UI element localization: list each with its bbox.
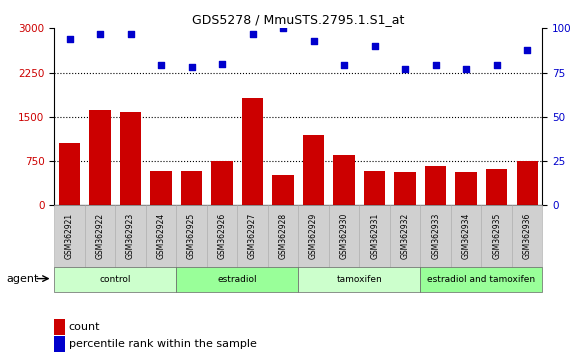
FancyBboxPatch shape (298, 205, 329, 267)
Bar (486, 169, 508, 205)
Text: GSM362935: GSM362935 (492, 213, 501, 259)
Point (248, 31, 257, 36)
Text: GSM362933: GSM362933 (431, 213, 440, 259)
Bar (120, 112, 141, 205)
Text: GSM362929: GSM362929 (309, 213, 318, 259)
Text: GSM362923: GSM362923 (126, 213, 135, 259)
Text: GSM362934: GSM362934 (462, 213, 471, 259)
FancyBboxPatch shape (115, 205, 146, 267)
FancyBboxPatch shape (207, 205, 238, 267)
FancyBboxPatch shape (298, 267, 420, 292)
FancyBboxPatch shape (329, 205, 359, 267)
Point (401, 66, 410, 72)
Bar (59, 143, 80, 205)
Point (370, 43, 379, 49)
Point (431, 63, 440, 68)
Point (492, 63, 501, 68)
Text: percentile rank within the sample: percentile rank within the sample (69, 339, 256, 349)
Bar (150, 171, 172, 205)
Text: GSM362925: GSM362925 (187, 213, 196, 259)
FancyBboxPatch shape (420, 267, 542, 292)
Point (279, 25, 288, 31)
Point (522, 47, 532, 52)
Text: GSM362927: GSM362927 (248, 213, 257, 259)
FancyBboxPatch shape (176, 205, 207, 267)
Text: GSM362926: GSM362926 (218, 213, 227, 259)
FancyBboxPatch shape (512, 205, 542, 267)
FancyBboxPatch shape (420, 205, 451, 267)
Bar (89, 110, 111, 205)
Point (218, 61, 227, 67)
Bar (242, 98, 263, 205)
Bar (456, 172, 477, 205)
FancyBboxPatch shape (176, 267, 298, 292)
FancyBboxPatch shape (481, 205, 512, 267)
Point (126, 31, 135, 36)
Text: tamoxifen: tamoxifen (336, 275, 382, 284)
Text: GSM362921: GSM362921 (65, 213, 74, 259)
Point (65, 36, 74, 42)
Bar (364, 171, 385, 205)
Title: GDS5278 / MmuSTS.2795.1.S1_at: GDS5278 / MmuSTS.2795.1.S1_at (192, 13, 404, 26)
Point (340, 63, 349, 68)
FancyBboxPatch shape (54, 205, 85, 267)
FancyBboxPatch shape (359, 205, 390, 267)
Text: GSM362928: GSM362928 (279, 213, 288, 259)
Bar (425, 166, 447, 205)
FancyBboxPatch shape (54, 267, 176, 292)
FancyBboxPatch shape (451, 205, 481, 267)
Text: estradiol: estradiol (218, 275, 257, 284)
FancyBboxPatch shape (268, 205, 298, 267)
Text: agent: agent (7, 274, 39, 284)
Text: estradiol and tamoxifen: estradiol and tamoxifen (427, 275, 536, 284)
FancyBboxPatch shape (390, 205, 420, 267)
Text: count: count (69, 322, 100, 332)
FancyBboxPatch shape (238, 205, 268, 267)
Text: GSM362936: GSM362936 (522, 213, 532, 259)
Text: GSM362931: GSM362931 (370, 213, 379, 259)
Text: control: control (99, 275, 131, 284)
Bar (333, 155, 355, 205)
FancyBboxPatch shape (85, 205, 115, 267)
Bar (395, 172, 416, 205)
Text: GSM362932: GSM362932 (401, 213, 409, 259)
Text: GSM362930: GSM362930 (340, 213, 349, 259)
FancyBboxPatch shape (146, 205, 176, 267)
Bar (181, 171, 202, 205)
Point (95, 31, 104, 36)
Bar (303, 135, 324, 205)
Bar (272, 175, 293, 205)
Point (156, 63, 166, 68)
Text: GSM362922: GSM362922 (95, 213, 104, 259)
Bar (517, 161, 538, 205)
Bar (211, 161, 233, 205)
Point (461, 66, 471, 72)
Point (187, 64, 196, 70)
Point (309, 38, 318, 44)
Text: GSM362924: GSM362924 (156, 213, 166, 259)
